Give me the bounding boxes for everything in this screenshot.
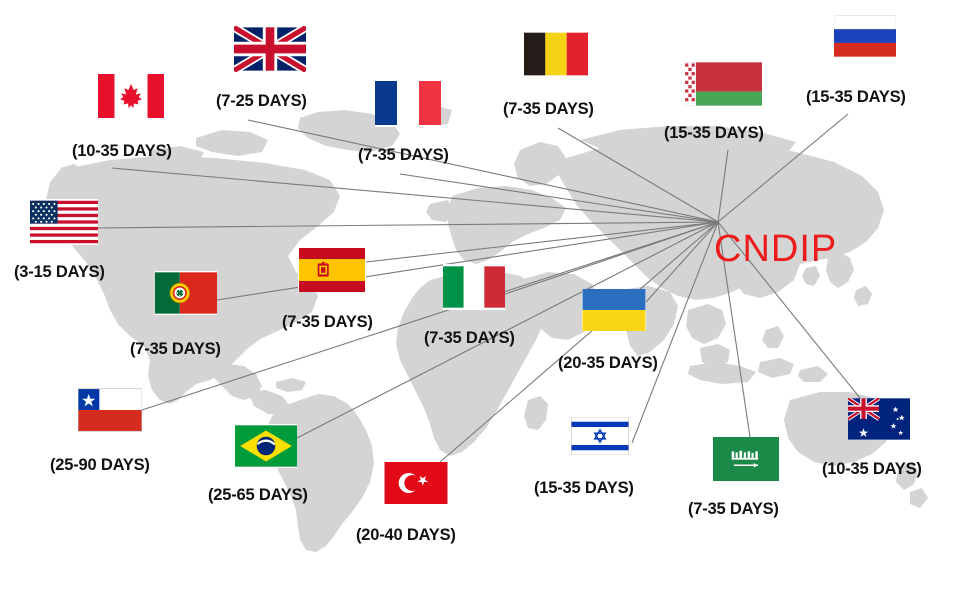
- line-to-france: [399, 173, 719, 223]
- label-spain: (7-35 DAYS): [282, 313, 373, 331]
- label-brazil: (25-65 DAYS): [208, 486, 308, 504]
- label-united-states: (3-15 DAYS): [14, 263, 105, 281]
- label-france: (7-35 DAYS): [358, 146, 449, 164]
- label-ukraine: (20-35 DAYS): [558, 354, 658, 372]
- flag-france: [375, 79, 441, 127]
- line-to-united-states: [97, 221, 719, 229]
- label-russia: (15-35 DAYS): [806, 88, 906, 106]
- label-belarus: (15-35 DAYS): [664, 124, 764, 142]
- line-to-israel: [631, 221, 719, 444]
- flag-israel: [568, 417, 632, 455]
- flag-portugal: [155, 271, 217, 315]
- label-turkey: (20-40 DAYS): [356, 526, 456, 544]
- line-to-canada: [111, 167, 719, 223]
- flag-brazil: [235, 424, 297, 468]
- flag-spain: [298, 248, 366, 292]
- flag-saudi-arabia: [713, 437, 779, 481]
- flag-chile: [78, 388, 142, 432]
- label-united-kingdom: (7-25 DAYS): [216, 92, 307, 110]
- line-to-united-kingdom: [247, 119, 719, 223]
- label-israel: (15-35 DAYS): [534, 479, 634, 497]
- line-to-spain: [365, 221, 719, 263]
- line-to-ukraine: [645, 221, 719, 303]
- flag-ukraine: [582, 289, 646, 331]
- label-chile: (25-90 DAYS): [50, 456, 150, 474]
- hub-label: CNDIP: [714, 228, 838, 270]
- line-to-belarus: [717, 149, 729, 223]
- line-to-italy: [504, 221, 719, 295]
- flag-belgium: [524, 32, 588, 76]
- flag-turkey: [384, 462, 448, 504]
- flag-usa: [30, 199, 98, 245]
- flag-italy: [443, 264, 505, 310]
- label-portugal: (7-35 DAYS): [130, 340, 221, 358]
- flag-belarus: [684, 58, 762, 110]
- label-italy: (7-35 DAYS): [424, 329, 515, 347]
- flag-russia: [834, 14, 896, 58]
- flag-australia: [848, 398, 910, 440]
- label-saudi-arabia: (7-35 DAYS): [688, 500, 779, 518]
- flag-uk: [234, 26, 306, 72]
- label-canada: (10-35 DAYS): [72, 142, 172, 160]
- label-australia: (10-35 DAYS): [822, 460, 922, 478]
- label-belgium: (7-35 DAYS): [503, 100, 594, 118]
- flag-canada: [98, 70, 164, 122]
